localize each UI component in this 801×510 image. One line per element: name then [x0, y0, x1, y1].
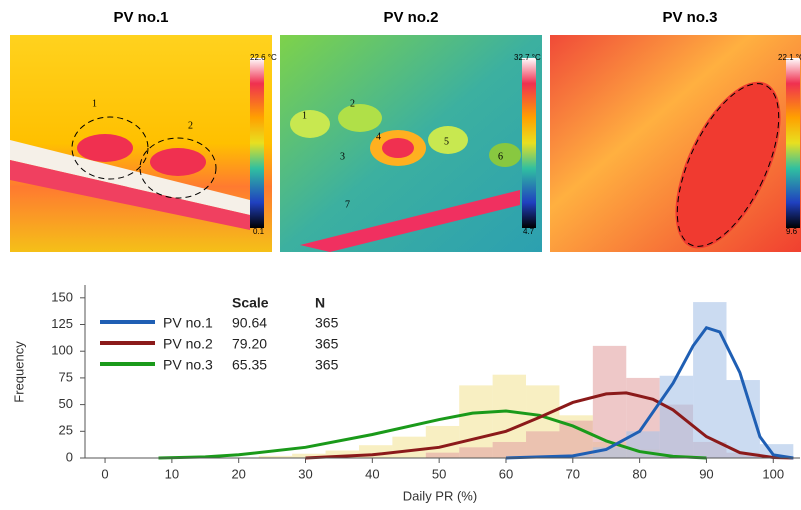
image-title: PV no.2 — [383, 9, 438, 26]
bar — [592, 345, 627, 458]
fit-curve — [305, 391, 794, 460]
fit-curve — [158, 409, 707, 460]
bar — [392, 436, 426, 458]
legend-label: PV no.2 — [163, 336, 213, 352]
spot-label: 1 — [92, 98, 97, 109]
x-tick-label: 30 — [298, 466, 312, 481]
legend-label: PV no.3 — [163, 357, 213, 373]
thermal-image: 32.7 °C 4.7 1 2 3 4 5 6 7 — [280, 35, 542, 252]
y-tick-label: 0 — [66, 449, 73, 464]
y-tick-label: 75 — [59, 369, 73, 384]
x-tick-label: 100 — [762, 466, 784, 481]
spot-label: 7 — [345, 199, 350, 210]
y-tick-label: 50 — [59, 396, 73, 411]
scale-max: 32.7 °C — [514, 53, 541, 62]
x-tick-label: 50 — [432, 466, 446, 481]
bar — [425, 452, 460, 458]
scale-min: 9.6 — [786, 227, 798, 236]
x-tick-label: 20 — [231, 466, 245, 481]
x-tick-label: 80 — [632, 466, 646, 481]
thermal-image: 22.1 °C 9.6 — [550, 35, 801, 252]
x-tick-label: 70 — [566, 466, 580, 481]
image-title: PV no.3 — [662, 9, 717, 26]
spot-label: 2 — [188, 120, 193, 131]
y-tick-label: 150 — [51, 289, 73, 304]
bar — [459, 385, 493, 458]
thermal-image: 22.6 °C 0.1 1 2 — [10, 35, 277, 252]
scale-max: 22.6 °C — [250, 53, 277, 62]
scale-max: 22.1 °C — [778, 53, 801, 62]
spot-label: 1 — [302, 110, 307, 121]
bar — [459, 447, 493, 458]
bar — [526, 431, 560, 458]
y-tick-label: 100 — [51, 343, 73, 358]
legend-scale: 90.64 — [232, 315, 267, 331]
spot-label: 3 — [340, 151, 345, 162]
image-title: PV no.1 — [113, 9, 168, 26]
bar — [659, 375, 694, 458]
y-axis-label: Frequency — [11, 341, 26, 403]
spot-label: 4 — [376, 131, 381, 142]
legend-header: Scale — [232, 295, 269, 311]
x-tick-label: 10 — [165, 466, 179, 481]
x-tick-label: 90 — [699, 466, 713, 481]
legend-label: PV no.1 — [163, 315, 213, 331]
x-tick-label: 60 — [499, 466, 513, 481]
x-tick-label: 0 — [101, 466, 108, 481]
fit-curve — [505, 325, 794, 460]
bar — [325, 450, 359, 458]
legend-header: N — [315, 295, 325, 311]
bar — [693, 302, 727, 458]
legend-n: 365 — [315, 357, 339, 373]
spot-label: 2 — [350, 98, 355, 109]
chart: 0 25 50 75 100 125 150 0 10 20 30 40 50 60 70 80 90 100 Sc… — [51, 285, 800, 481]
bar — [292, 453, 326, 458]
spot-label: 6 — [498, 151, 503, 162]
bar — [492, 441, 527, 458]
y-tick-label: 125 — [51, 316, 73, 331]
bar — [592, 447, 627, 458]
scale-min: 4.7 — [523, 227, 535, 236]
x-axis-label: Daily PR (%) — [403, 488, 477, 503]
legend-n: 365 — [315, 315, 339, 331]
x-tick-label: 40 — [365, 466, 379, 481]
scale-min: 0.1 — [253, 227, 265, 236]
bar — [258, 455, 293, 458]
legend-scale: 79.20 — [232, 336, 267, 352]
spot-label: 5 — [444, 136, 449, 147]
legend-scale: 65.35 — [232, 357, 267, 373]
y-tick-label: 25 — [59, 423, 73, 438]
legend-n: 365 — [315, 336, 339, 352]
